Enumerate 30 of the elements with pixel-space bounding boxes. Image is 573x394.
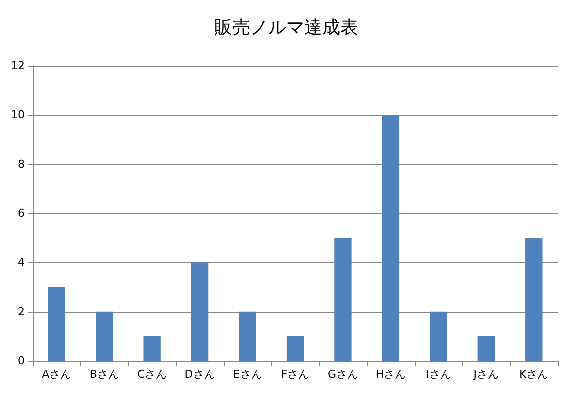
chart-title: 販売ノルマ達成表 (214, 18, 358, 38)
bar (191, 262, 209, 361)
bar (48, 287, 66, 361)
bar (382, 115, 400, 361)
y-tick-label: 0 (18, 354, 25, 368)
x-tick-label: Hさん (376, 368, 406, 381)
x-tick-label: Bさん (90, 368, 120, 381)
bar (526, 238, 543, 361)
bar (286, 336, 304, 361)
x-tick-label: Jさん (472, 368, 500, 381)
y-tick-label: 4 (18, 256, 25, 270)
y-tick-label: 6 (18, 207, 25, 220)
x-tick-label: Eさん (233, 368, 262, 381)
bar (430, 312, 448, 361)
y-tick-label: 12 (11, 60, 25, 72)
x-tick-label: Iさん (426, 368, 452, 381)
x-tick-label: Gさん (328, 368, 358, 381)
x-tick-label: Kさん (520, 368, 549, 381)
x-tick-label: Aさん (42, 368, 72, 381)
bar (96, 312, 114, 361)
y-tick-label: 10 (11, 108, 25, 122)
y-tick-label: 2 (18, 305, 25, 318)
bar (144, 336, 161, 361)
x-tick-label: Cさん (137, 368, 168, 381)
bar (478, 336, 495, 361)
x-tick-label: Fさん (281, 368, 310, 381)
x-tick-label: Dさん (184, 368, 216, 381)
bar (334, 238, 352, 361)
bar (239, 312, 256, 361)
y-tick-label: 8 (18, 158, 25, 171)
